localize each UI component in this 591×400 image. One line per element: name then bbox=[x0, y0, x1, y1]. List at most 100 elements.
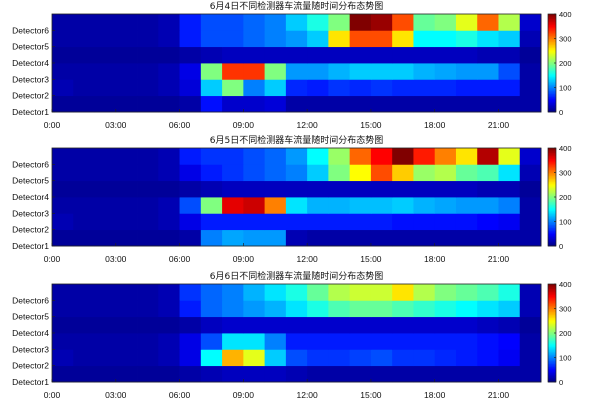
heatmap-cell bbox=[434, 63, 457, 80]
colorbar-segment bbox=[548, 163, 556, 166]
heatmap-cell bbox=[455, 148, 478, 165]
heatmap-cell bbox=[519, 229, 542, 247]
x-tick-label: 03:00 bbox=[105, 390, 127, 400]
colorbar-segment bbox=[548, 21, 556, 24]
colorbar-segment bbox=[548, 101, 556, 104]
colorbar-segment bbox=[548, 340, 556, 343]
colorbar-segment bbox=[548, 14, 556, 16]
heatmap-cell bbox=[137, 95, 159, 113]
heatmap-cell bbox=[519, 164, 542, 182]
heatmap-cell bbox=[115, 333, 138, 350]
heatmap-cell bbox=[179, 229, 202, 247]
colorbar-segment bbox=[548, 326, 556, 329]
heatmap-cell bbox=[477, 300, 499, 318]
colorbar-segment bbox=[548, 203, 556, 206]
heatmap-cell bbox=[285, 229, 308, 247]
heatmap-cell bbox=[158, 365, 180, 383]
colorbar-segment bbox=[548, 53, 556, 56]
colorbar-segment bbox=[548, 300, 556, 303]
colorbar-segment bbox=[548, 26, 556, 29]
colorbar-tick-label: 0 bbox=[559, 242, 563, 251]
heatmap-cell bbox=[52, 95, 74, 113]
heatmap-cell bbox=[73, 365, 95, 383]
heatmap-cell bbox=[349, 333, 372, 350]
heatmap-cell bbox=[285, 30, 308, 48]
x-tick-label: 0:00 bbox=[44, 120, 61, 130]
colorbar-segment bbox=[548, 227, 556, 230]
heatmap-cell bbox=[222, 164, 244, 182]
colorbar-segment bbox=[548, 170, 556, 173]
heatmap-cell bbox=[434, 46, 457, 64]
heatmap-cell bbox=[179, 30, 202, 48]
y-tick-label: Detector2 bbox=[12, 361, 49, 371]
heatmap-cell bbox=[519, 213, 542, 231]
colorbar-segment bbox=[548, 238, 556, 241]
heatmap-cell bbox=[200, 333, 223, 350]
heatmap-cell bbox=[349, 316, 372, 334]
heatmap-cell bbox=[94, 349, 117, 367]
colorbar-segment bbox=[548, 219, 556, 222]
colorbar-tick-label: 100 bbox=[559, 84, 572, 93]
heatmap-cell bbox=[158, 284, 180, 301]
heatmap-cell bbox=[455, 300, 478, 318]
colorbar-segment bbox=[548, 336, 556, 338]
colorbar-segment bbox=[548, 366, 556, 369]
heatmap-cell bbox=[264, 229, 287, 247]
heatmap-cell bbox=[137, 63, 159, 80]
heatmap-cell bbox=[179, 365, 202, 383]
heatmap-cell bbox=[73, 63, 95, 80]
heatmap-cell bbox=[328, 229, 351, 247]
heatmap-cell bbox=[222, 349, 244, 367]
colorbar-segment bbox=[548, 149, 556, 152]
heatmap-cell bbox=[519, 46, 542, 64]
heatmap-cell bbox=[498, 79, 521, 97]
heatmap-cell bbox=[285, 95, 308, 113]
colorbar-segment bbox=[548, 284, 556, 286]
heatmap-cell bbox=[73, 14, 95, 31]
heatmap-cell bbox=[413, 14, 436, 31]
heatmap-cell bbox=[73, 164, 95, 182]
heatmap-cell bbox=[115, 30, 138, 48]
x-tick-label: 09:00 bbox=[233, 254, 255, 264]
heatmap-cell bbox=[285, 213, 308, 231]
heatmap-cell bbox=[94, 95, 117, 113]
heatmap-cell bbox=[392, 95, 414, 113]
colorbar-segment bbox=[548, 64, 556, 67]
heatmap-cell bbox=[434, 197, 457, 214]
heatmap-cell bbox=[349, 46, 372, 64]
colorbar-tick-label: 400 bbox=[559, 144, 572, 153]
heatmap-cell bbox=[137, 284, 159, 301]
heatmap-cell bbox=[455, 213, 478, 231]
colorbar-segment bbox=[548, 72, 556, 75]
y-tick-label: Detector3 bbox=[12, 344, 49, 354]
heatmap-cell bbox=[200, 164, 223, 182]
colorbar-segment bbox=[548, 334, 556, 337]
heatmap-cell bbox=[264, 164, 287, 182]
colorbar-tick-label: 100 bbox=[559, 218, 572, 227]
heatmap-cell bbox=[307, 180, 329, 198]
heatmap-cell bbox=[200, 284, 223, 301]
colorbar-segment bbox=[548, 363, 556, 366]
heatmap-cell bbox=[264, 365, 287, 383]
colorbar-segment bbox=[548, 70, 556, 73]
heatmap-cell bbox=[413, 46, 436, 64]
heatmap-cell bbox=[179, 197, 202, 214]
colorbar-segment bbox=[548, 296, 556, 299]
heatmap-cell bbox=[455, 63, 478, 80]
colorbar-segment bbox=[548, 378, 556, 381]
heatmap-cell bbox=[434, 148, 457, 165]
heatmap-cell bbox=[392, 316, 414, 334]
heatmap-cell bbox=[370, 14, 393, 31]
heatmap-cell bbox=[413, 349, 436, 367]
heatmap-cell bbox=[243, 229, 266, 247]
y-tick-label: Detector6 bbox=[12, 159, 49, 169]
heatmap-cell bbox=[94, 79, 117, 97]
colorbar-segment bbox=[548, 105, 556, 108]
x-tick-label: 0:00 bbox=[44, 390, 61, 400]
heatmap-cell bbox=[349, 14, 372, 31]
heatmap-cell bbox=[519, 333, 542, 350]
heatmap-cell bbox=[243, 30, 266, 48]
heatmap-cell bbox=[200, 79, 223, 97]
heatmap-cell bbox=[115, 213, 138, 231]
heatmap-cell bbox=[370, 180, 393, 198]
